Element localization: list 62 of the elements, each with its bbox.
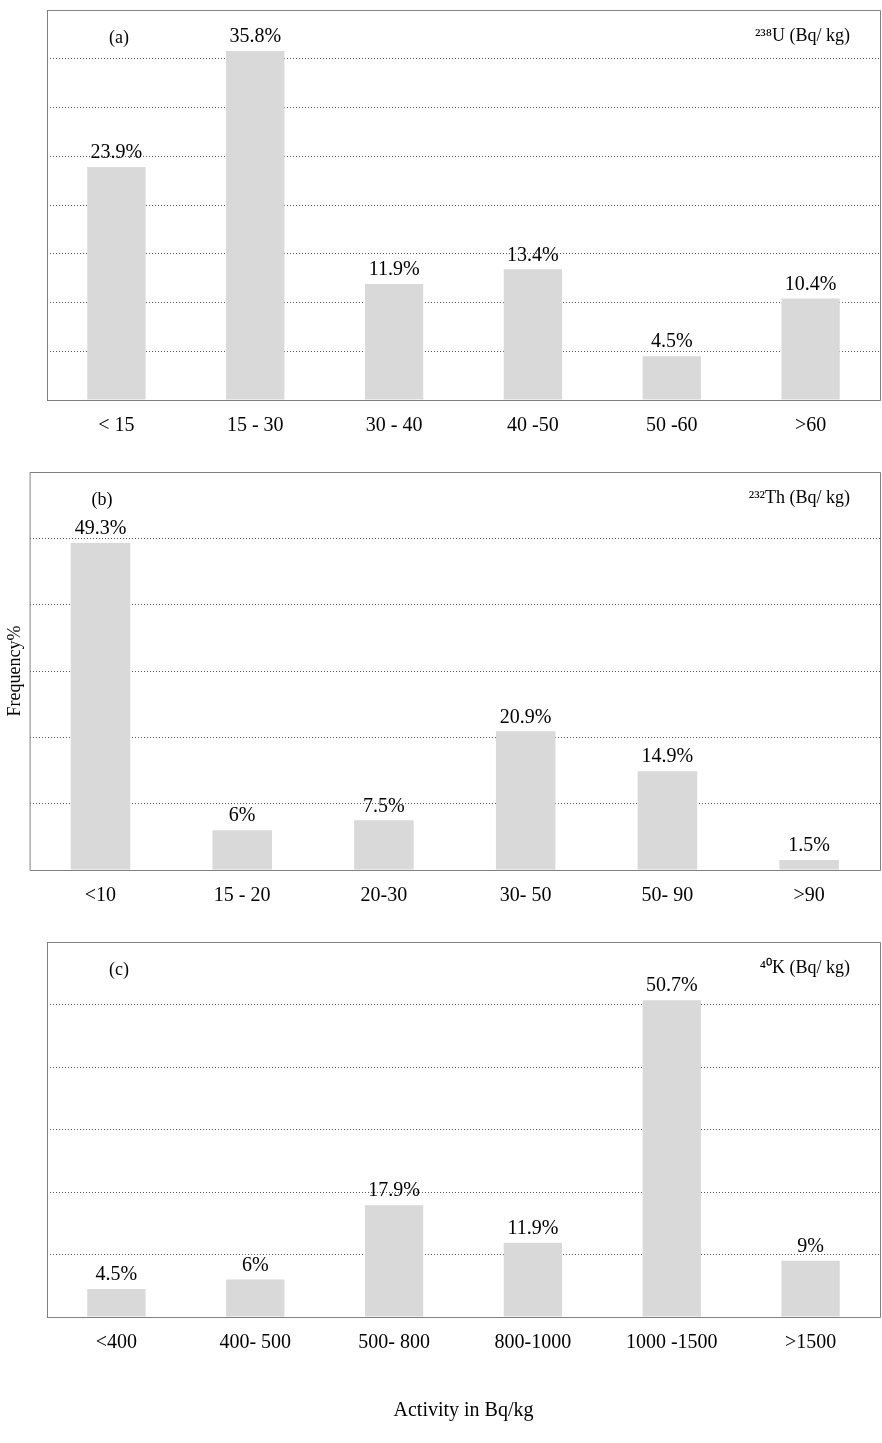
data-label: 14.9% — [641, 744, 694, 767]
x-tick-label: 50- 90 — [641, 883, 694, 906]
x-tick-label: 1000 -1500 — [625, 1330, 718, 1353]
bar — [212, 830, 272, 870]
bar — [642, 1000, 701, 1317]
data-label: 11.9% — [507, 1215, 559, 1238]
x-tick-label: 15 - 30 — [226, 413, 284, 436]
data-label: 10.4% — [784, 271, 837, 294]
data-label: 23.9% — [90, 140, 143, 163]
bar — [226, 50, 285, 400]
y-axis-title: Frequency% — [3, 625, 24, 717]
x-axis-title: Activity in Bq/kg — [393, 1398, 534, 1422]
x-tick-label: <400 — [95, 1330, 138, 1353]
x-tick-label: 30- 50 — [499, 883, 552, 906]
data-label: 6% — [228, 803, 256, 826]
x-tick-label: 50 -60 — [645, 413, 698, 436]
data-label: 4.5% — [95, 1262, 138, 1285]
text: ⁴⁰K (Bq/ kg) — [759, 956, 850, 978]
x-tick-label: 30 - 40 — [365, 413, 423, 436]
x-tick-label: 400- 500 — [219, 1330, 292, 1353]
bar — [87, 166, 146, 400]
x-tick-label: 500- 800 — [358, 1330, 430, 1353]
bar — [781, 1260, 840, 1317]
bar — [364, 283, 424, 400]
bar — [70, 542, 131, 870]
x-tick-label: 40 -50 — [507, 413, 559, 436]
x-tick-label: >1500 — [784, 1330, 837, 1353]
data-label: 7.5% — [363, 793, 405, 816]
x-tick-label: < 15 — [98, 413, 135, 436]
x-tick-label: <10 — [84, 883, 117, 906]
text: (b) — [91, 488, 113, 510]
x-tick-label: >60 — [794, 413, 827, 436]
bar — [779, 860, 839, 870]
data-label: 4.5% — [650, 329, 693, 352]
bar — [495, 731, 556, 870]
data-label: 6% — [241, 1252, 269, 1275]
data-label: 49.3% — [74, 516, 127, 539]
text: ²³⁸U (Bq/ kg) — [754, 24, 851, 46]
text: ²³²Th (Bq/ kg) — [748, 486, 850, 508]
data-label: 9% — [797, 1234, 824, 1256]
x-tick-label: 20-30 — [360, 883, 408, 906]
text: (c) — [109, 958, 129, 980]
data-label: 50.7% — [645, 973, 698, 996]
x-tick-label: >90 — [793, 883, 825, 906]
bar — [364, 1205, 424, 1317]
data-label: 35.8% — [229, 24, 282, 47]
bar — [781, 298, 840, 400]
bar — [637, 771, 698, 870]
data-label: 1.5% — [788, 833, 830, 856]
text: (a) — [109, 26, 129, 48]
bar — [87, 1288, 146, 1317]
x-tick-label: 15 - 20 — [213, 883, 271, 906]
bar — [642, 356, 701, 400]
bar — [503, 1242, 563, 1317]
x-tick-label: 800-1000 — [494, 1330, 572, 1353]
data-label: 13.4% — [507, 242, 559, 265]
data-label: 17.9% — [368, 1178, 420, 1201]
data-label: 11.9% — [368, 257, 420, 280]
bar — [354, 820, 414, 870]
bar — [226, 1279, 285, 1317]
bar — [503, 269, 563, 400]
data-label: 20.9% — [499, 704, 552, 727]
